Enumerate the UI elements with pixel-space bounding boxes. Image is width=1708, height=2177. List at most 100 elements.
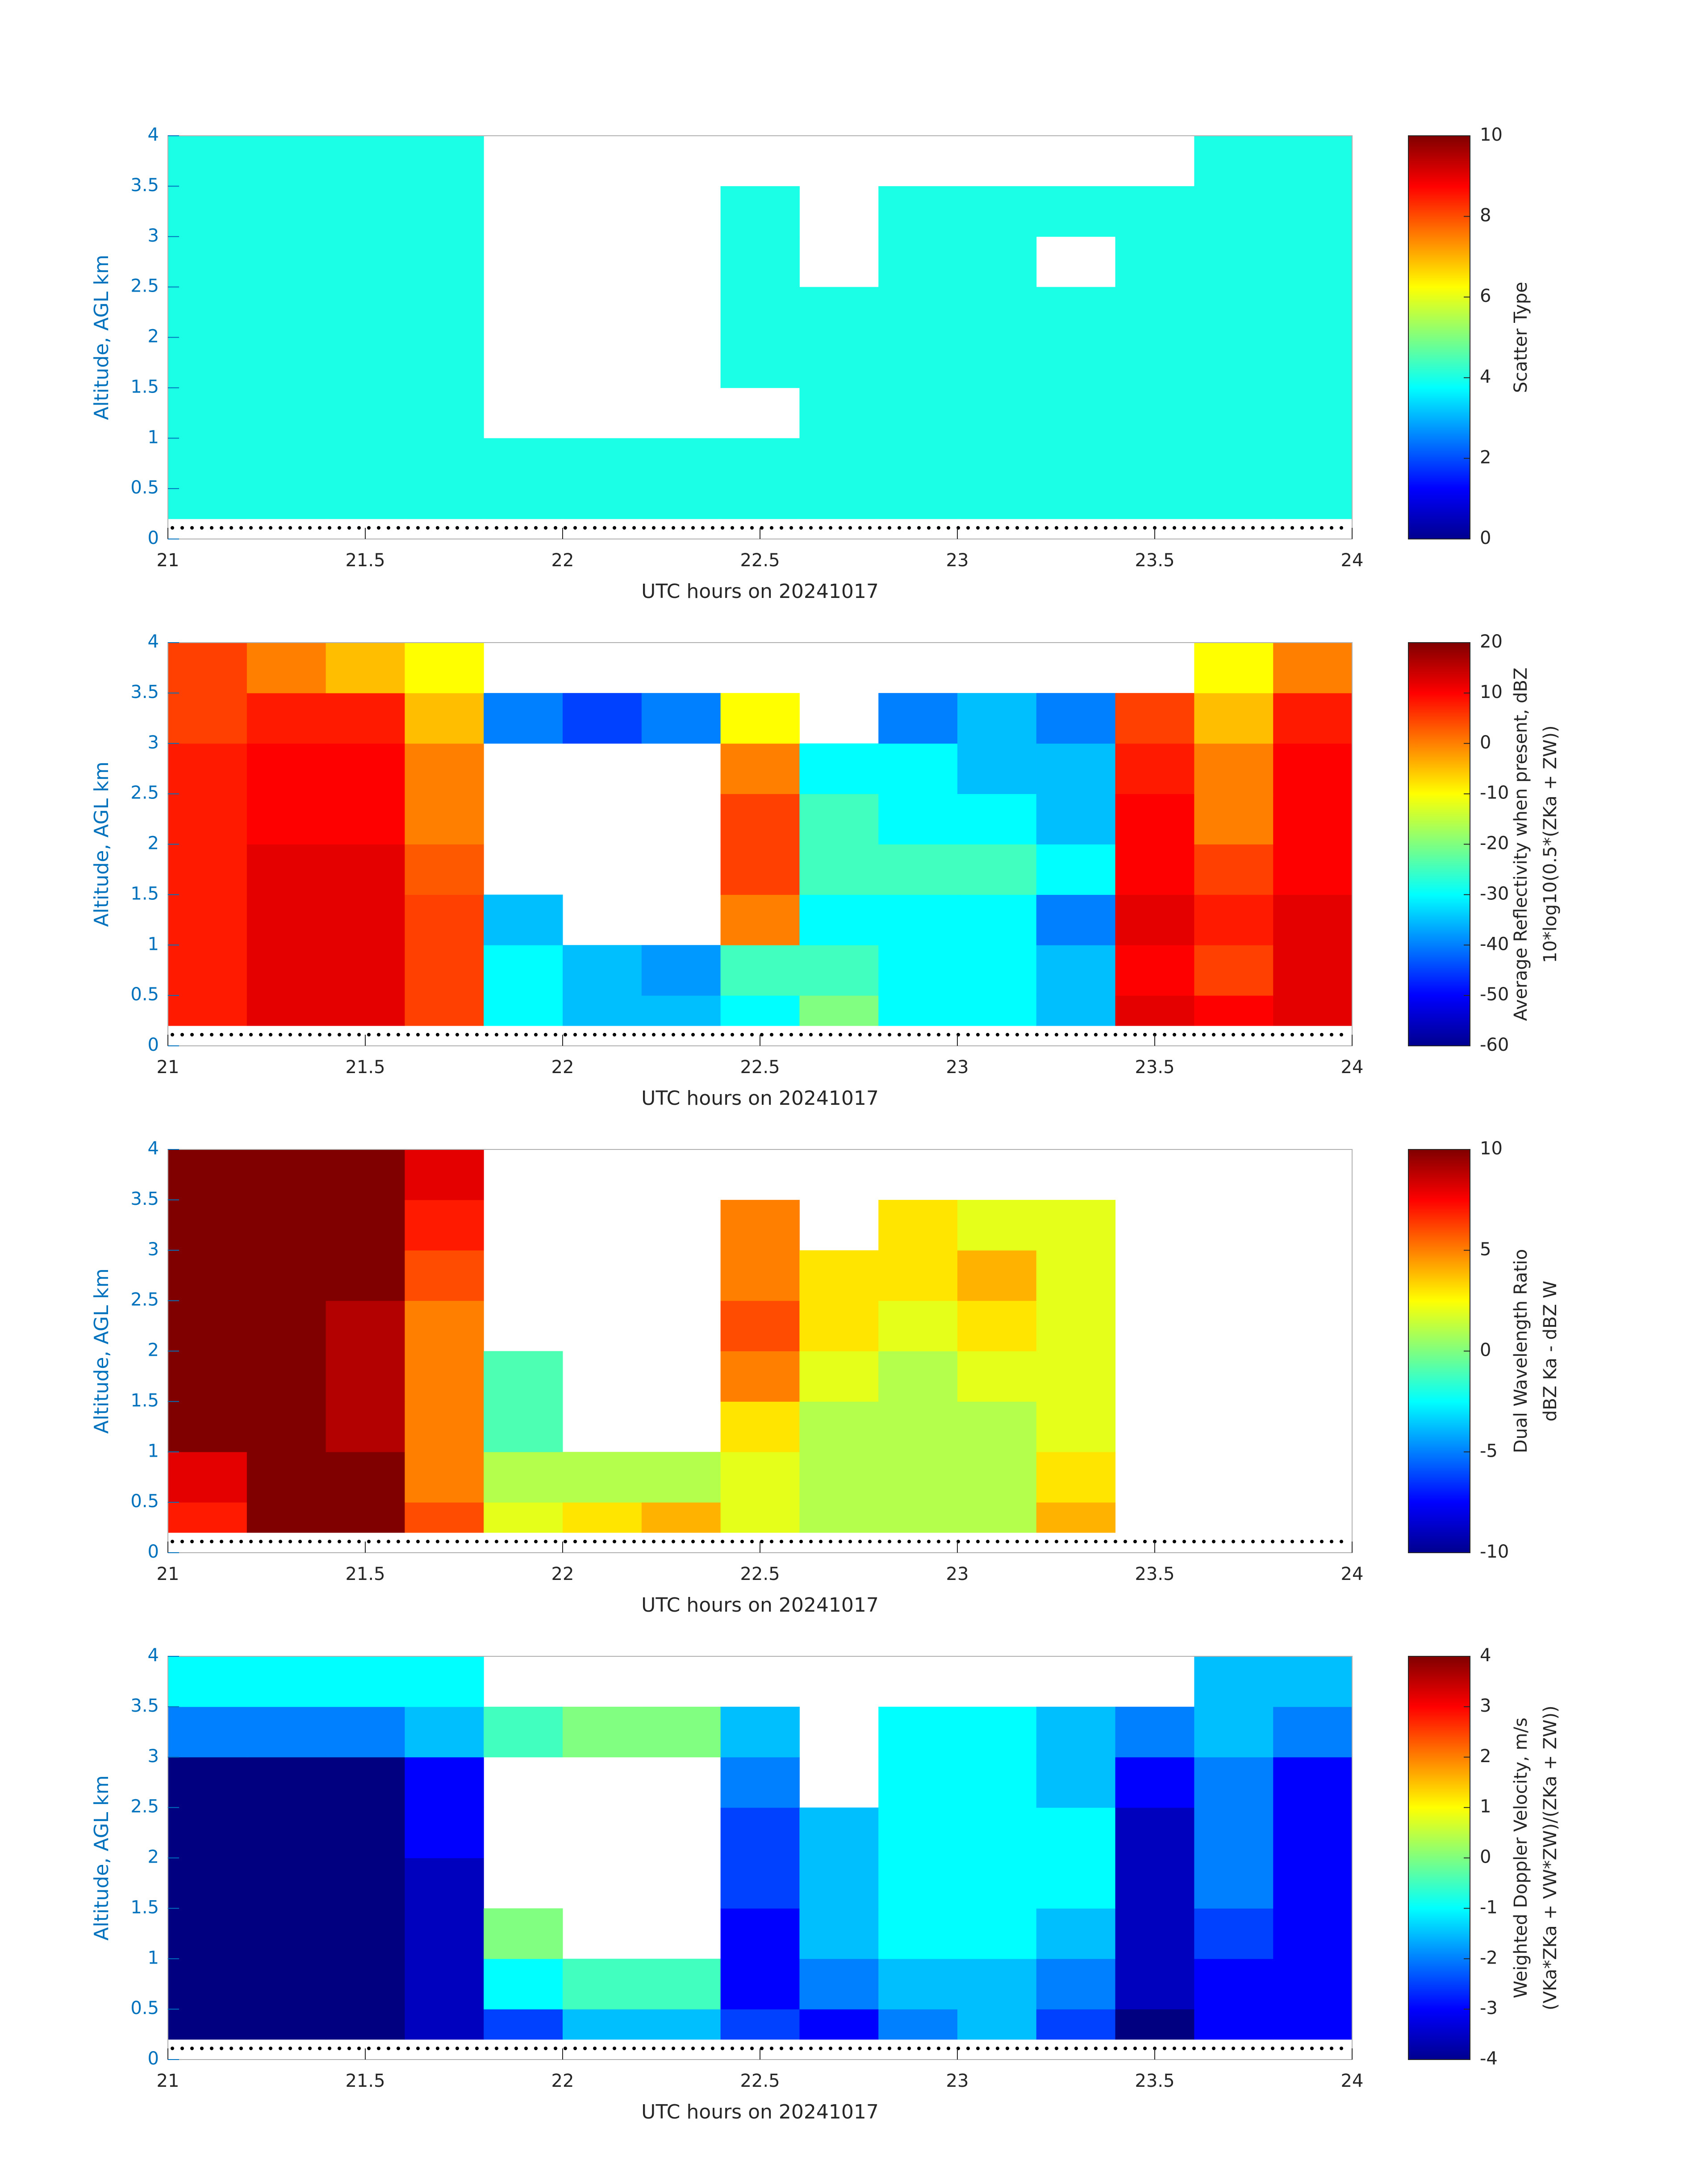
cell <box>1194 844 1274 895</box>
cell <box>168 136 247 187</box>
cell <box>957 1199 1037 1251</box>
cell <box>1194 236 1274 288</box>
cell <box>957 1959 1037 2010</box>
cell <box>168 1300 247 1351</box>
y-tick-label: 4 <box>148 125 159 145</box>
cell <box>1273 388 1353 439</box>
cell <box>168 643 247 694</box>
colorbar-label: (VKa*ZKa + VW*ZW)/(ZKa + ZW)) <box>1540 1705 1561 2010</box>
colorbar-label: dBZ Ka - dBZ W <box>1540 1281 1561 1421</box>
cell <box>1194 1706 1274 1758</box>
cell <box>878 388 958 439</box>
x-tick-label: 21 <box>157 1564 180 1584</box>
cell <box>484 693 563 744</box>
cell <box>720 337 800 388</box>
cell <box>1036 438 1116 489</box>
cell <box>405 743 484 794</box>
cell <box>957 1452 1037 1503</box>
cell <box>405 489 484 519</box>
cell <box>326 945 405 996</box>
cell <box>641 489 721 519</box>
x-tick-label: 23 <box>946 550 969 571</box>
cell <box>878 1502 958 1533</box>
cell <box>720 1401 800 1452</box>
cell <box>720 894 800 945</box>
cell <box>246 1401 326 1452</box>
cell <box>326 438 405 489</box>
colorbar-tick-label: 1 <box>1480 1797 1491 1817</box>
cell <box>878 1959 958 2010</box>
cell <box>1036 388 1116 439</box>
cell <box>957 1250 1037 1301</box>
y-tick-label: 3.5 <box>130 1696 159 1716</box>
cell <box>1036 287 1116 338</box>
y-tick-label: 3 <box>148 226 159 246</box>
cell <box>326 794 405 844</box>
panel: 21 21.5 22 22.5 23 23.5 2400.511.522.533.54UTC… <box>90 125 1531 603</box>
cell <box>405 844 484 895</box>
cell <box>799 894 879 945</box>
colorbar-tick-label: 2 <box>1480 447 1491 468</box>
cell <box>1273 693 1353 744</box>
cell <box>641 1502 721 1533</box>
cell <box>1273 844 1353 895</box>
cell <box>405 186 484 237</box>
cell <box>168 1351 247 1402</box>
cell <box>1273 1959 1353 2010</box>
cell <box>720 743 800 794</box>
cell <box>1115 1706 1194 1758</box>
panel: 21 21.5 22 22.5 23 23.5 2400.511.522.533.54UTC… <box>90 1645 1561 2123</box>
y-tick-label: 2 <box>148 833 159 854</box>
cell <box>246 1502 326 1533</box>
cell <box>1194 894 1274 945</box>
cell <box>405 643 484 694</box>
cell <box>878 236 958 288</box>
cell <box>1115 1757 1194 1808</box>
y-tick-label: 2.5 <box>130 1290 159 1310</box>
cell <box>1036 186 1116 237</box>
cell <box>405 693 484 744</box>
cell <box>326 1706 405 1758</box>
y-tick-label: 2 <box>148 326 159 347</box>
cell <box>799 1351 879 1402</box>
cell <box>168 945 247 996</box>
cell <box>957 794 1037 844</box>
cell <box>246 1452 326 1503</box>
cell <box>168 287 247 338</box>
cell <box>484 1706 563 1758</box>
cell <box>1036 743 1116 794</box>
cell <box>1115 995 1194 1026</box>
cell <box>720 1250 800 1301</box>
cell <box>799 1452 879 1503</box>
cell <box>1273 337 1353 388</box>
cell <box>326 337 405 388</box>
cell <box>1036 1300 1116 1351</box>
panel: 21 21.5 22 22.5 23 23.5 2400.511.522.533.54UTC… <box>90 1138 1561 1617</box>
colorbar-tick-label: 0 <box>1480 1340 1491 1361</box>
cell <box>1194 438 1274 489</box>
cell <box>878 1401 958 1452</box>
cell <box>878 1858 958 1909</box>
cell <box>246 794 326 844</box>
y-tick-label: 1 <box>148 1947 159 1968</box>
cell <box>168 1149 247 1200</box>
cell <box>720 236 800 288</box>
colorbar-tick-label: -10 <box>1480 783 1509 803</box>
cell <box>1273 945 1353 996</box>
cell <box>799 945 879 996</box>
colorbar <box>1408 1149 1470 1553</box>
cell <box>326 1757 405 1808</box>
cell <box>1036 1502 1116 1533</box>
cell <box>246 1858 326 1909</box>
y-tick-label: 4 <box>148 1138 159 1159</box>
cell <box>1036 995 1116 1026</box>
colorbar-tick-label: 8 <box>1480 205 1491 226</box>
x-tick-label: 22.5 <box>740 1057 780 1078</box>
cell <box>246 1351 326 1402</box>
cell <box>1194 1656 1274 1707</box>
cell <box>405 1250 484 1301</box>
cell <box>1115 388 1194 439</box>
colorbar-label: 10*log10(0.5*(ZKa + ZW)) <box>1540 725 1561 963</box>
y-tick-label: 4 <box>148 1645 159 1666</box>
cell <box>799 1502 879 1533</box>
